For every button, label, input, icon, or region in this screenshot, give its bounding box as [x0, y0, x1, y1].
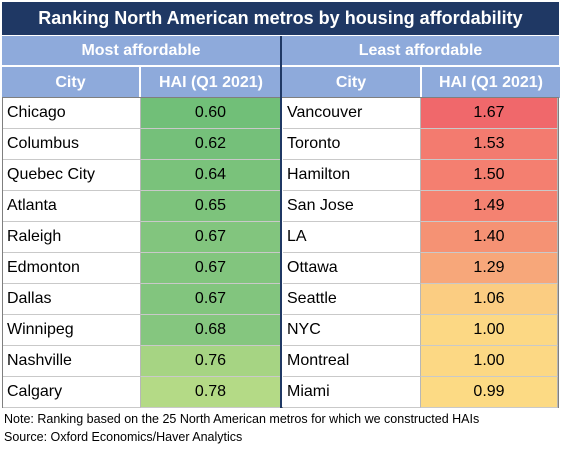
least-affordable-heading: Least affordable [282, 36, 559, 65]
left-city-column-header: City [2, 66, 139, 98]
ranking-table-body: Chicago 0.60 Columbus 0.62 Quebec City 0.64 At… [2, 97, 559, 408]
right-city-column-header: City [282, 66, 420, 98]
hai-value: 1.06 [421, 284, 558, 315]
hai-value: 0.65 [141, 191, 281, 222]
hai-value: 1.29 [421, 253, 558, 284]
city-name: Dallas [3, 284, 141, 315]
city-name: NYC [283, 315, 421, 346]
hai-value: 1.00 [421, 346, 558, 377]
hai-value: 0.67 [141, 222, 281, 253]
hai-value: 0.60 [141, 98, 281, 129]
city-name: Nashville [3, 346, 141, 377]
hai-value: 0.68 [141, 315, 281, 346]
city-name: Seattle [283, 284, 421, 315]
hai-value: 1.00 [421, 315, 558, 346]
hai-value: 0.67 [141, 284, 281, 315]
hai-value: 0.64 [141, 160, 281, 191]
chart-title: Ranking North American metros by housing… [2, 2, 559, 35]
city-name: San Jose [283, 191, 421, 222]
hai-value: 1.49 [421, 191, 558, 222]
city-name: Edmonton [3, 253, 141, 284]
most-affordable-heading: Most affordable [2, 36, 280, 65]
city-name: Atlanta [3, 191, 141, 222]
city-name: Columbus [3, 129, 141, 160]
city-name: Winnipeg [3, 315, 141, 346]
hai-value: 1.67 [421, 98, 558, 129]
city-name: Ottawa [283, 253, 421, 284]
hai-value: 0.67 [141, 253, 281, 284]
panel-divider [280, 36, 282, 408]
city-name: Calgary [3, 377, 141, 408]
hai-value: 0.99 [421, 377, 558, 408]
city-name: Quebec City [3, 160, 141, 191]
hai-value: 1.40 [421, 222, 558, 253]
city-name: Hamilton [283, 160, 421, 191]
city-name: Vancouver [283, 98, 421, 129]
city-name: Toronto [283, 129, 421, 160]
footer-source: Source: Oxford Economics/Haver Analytics [4, 430, 243, 444]
hai-value: 0.76 [141, 346, 281, 377]
city-name: Montreal [283, 346, 421, 377]
city-name: Raleigh [3, 222, 141, 253]
city-name: LA [283, 222, 421, 253]
footer-note: Note: Ranking based on the 25 North Amer… [4, 412, 480, 426]
hai-value: 1.53 [421, 129, 558, 160]
city-name: Miami [283, 377, 421, 408]
footer: Note: Ranking based on the 25 North Amer… [4, 410, 479, 446]
hai-value: 1.50 [421, 160, 558, 191]
hai-value: 0.62 [141, 129, 281, 160]
hai-value: 0.78 [141, 377, 281, 408]
right-hai-column-header: HAI (Q1 2021) [421, 66, 560, 98]
city-name: Chicago [3, 98, 141, 129]
left-hai-column-header: HAI (Q1 2021) [140, 66, 281, 98]
